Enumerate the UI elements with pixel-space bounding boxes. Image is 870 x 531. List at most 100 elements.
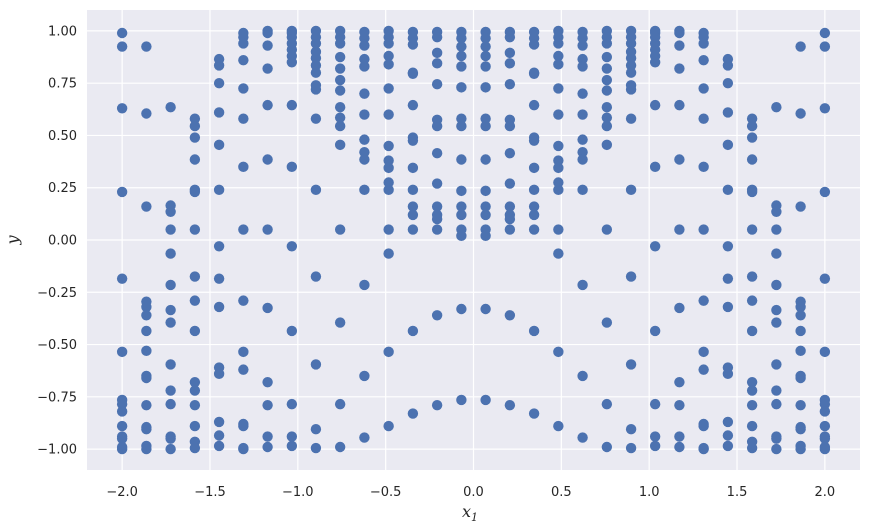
- data-point: [601, 317, 613, 328]
- data-point: [431, 120, 443, 132]
- data-point: [625, 442, 637, 454]
- data-point: [625, 359, 637, 370]
- data-point: [819, 273, 831, 284]
- data-point: [431, 58, 443, 69]
- data-point: [601, 398, 613, 410]
- data-point: [456, 201, 467, 212]
- data-point: [334, 120, 346, 132]
- data-point: [771, 359, 782, 370]
- data-point: [480, 113, 491, 124]
- data-point: [625, 60, 637, 71]
- data-point: [116, 41, 128, 52]
- y-tick-label: 1.00: [48, 24, 77, 39]
- data-point: [165, 102, 176, 113]
- data-point: [407, 325, 419, 337]
- data-point: [528, 201, 540, 212]
- data-point: [189, 132, 201, 143]
- data-point: [238, 443, 249, 455]
- data-point: [286, 398, 298, 410]
- data-point: [504, 120, 516, 132]
- data-point: [189, 376, 201, 388]
- data-point: [771, 304, 782, 316]
- data-point: [698, 346, 709, 358]
- data-point: [674, 63, 685, 74]
- x-axis-label: x1: [462, 502, 478, 524]
- data-point: [625, 67, 637, 78]
- data-point: [649, 99, 661, 111]
- data-point: [819, 406, 831, 417]
- data-point: [262, 376, 273, 388]
- data-point: [165, 248, 176, 259]
- data-point: [238, 54, 249, 66]
- data-point: [601, 139, 613, 151]
- y-axis-label: y: [3, 235, 22, 246]
- data-point: [383, 346, 394, 358]
- data-point: [504, 47, 516, 59]
- data-point: [577, 184, 588, 196]
- data-point: [577, 40, 588, 51]
- data-point: [649, 161, 661, 173]
- data-point: [456, 50, 467, 62]
- data-point: [528, 99, 540, 111]
- data-point: [431, 148, 443, 159]
- data-point: [165, 385, 176, 396]
- data-point: [431, 224, 443, 235]
- data-point: [213, 60, 225, 71]
- data-point: [359, 33, 370, 44]
- data-point: [262, 40, 273, 51]
- data-point: [795, 443, 806, 455]
- data-point: [577, 88, 588, 99]
- data-point: [504, 201, 516, 212]
- x-tick-labels: −2.0 −1.5 −1.0 −0.5 0.0 0.5 1.0 1.5 2.0: [106, 485, 835, 500]
- x-tick-label: 2.0: [815, 485, 836, 500]
- data-point: [141, 372, 152, 384]
- data-point: [480, 209, 491, 221]
- data-point: [722, 430, 734, 441]
- data-point: [480, 230, 491, 242]
- x-axis-label-text: x: [462, 502, 471, 521]
- data-point: [504, 178, 516, 189]
- data-point: [334, 85, 346, 96]
- data-point: [383, 420, 394, 432]
- y-tick-label: 0.25: [48, 181, 77, 196]
- data-point: [480, 120, 491, 132]
- data-point: [310, 38, 322, 49]
- data-point: [746, 186, 758, 198]
- data-point: [383, 140, 394, 152]
- data-point: [746, 442, 758, 454]
- data-point: [334, 224, 346, 235]
- data-point: [553, 224, 564, 235]
- data-point: [141, 443, 152, 455]
- data-point: [601, 120, 613, 132]
- y-tick-labels: −1.00 −0.75 −0.50 −0.25 0.00 0.25 0.50 0.75 1.00: [37, 24, 77, 457]
- data-point: [674, 399, 685, 411]
- data-point: [431, 310, 443, 321]
- data-point: [577, 370, 588, 382]
- data-point: [553, 38, 564, 49]
- data-point: [456, 230, 467, 242]
- x-tick-label: 0.5: [551, 485, 572, 500]
- data-point: [553, 140, 564, 152]
- y-tick-label: 0.50: [48, 129, 77, 144]
- data-point: [359, 370, 370, 382]
- data-point: [213, 368, 225, 380]
- data-point: [407, 209, 419, 221]
- data-point: [262, 154, 273, 165]
- data-point: [213, 77, 225, 89]
- data-point: [504, 310, 516, 321]
- data-point: [746, 376, 758, 388]
- data-point: [116, 273, 128, 284]
- data-point: [480, 41, 491, 52]
- data-point: [262, 399, 273, 411]
- x-tick-label: −1.5: [194, 485, 226, 500]
- data-point: [795, 399, 806, 411]
- data-point: [819, 433, 831, 444]
- data-point: [674, 99, 685, 111]
- data-point: [359, 109, 370, 120]
- data-point: [649, 241, 661, 252]
- x-tick-label: 0.0: [463, 485, 484, 500]
- data-point: [116, 398, 128, 410]
- data-point: [262, 63, 273, 74]
- data-point: [480, 394, 491, 406]
